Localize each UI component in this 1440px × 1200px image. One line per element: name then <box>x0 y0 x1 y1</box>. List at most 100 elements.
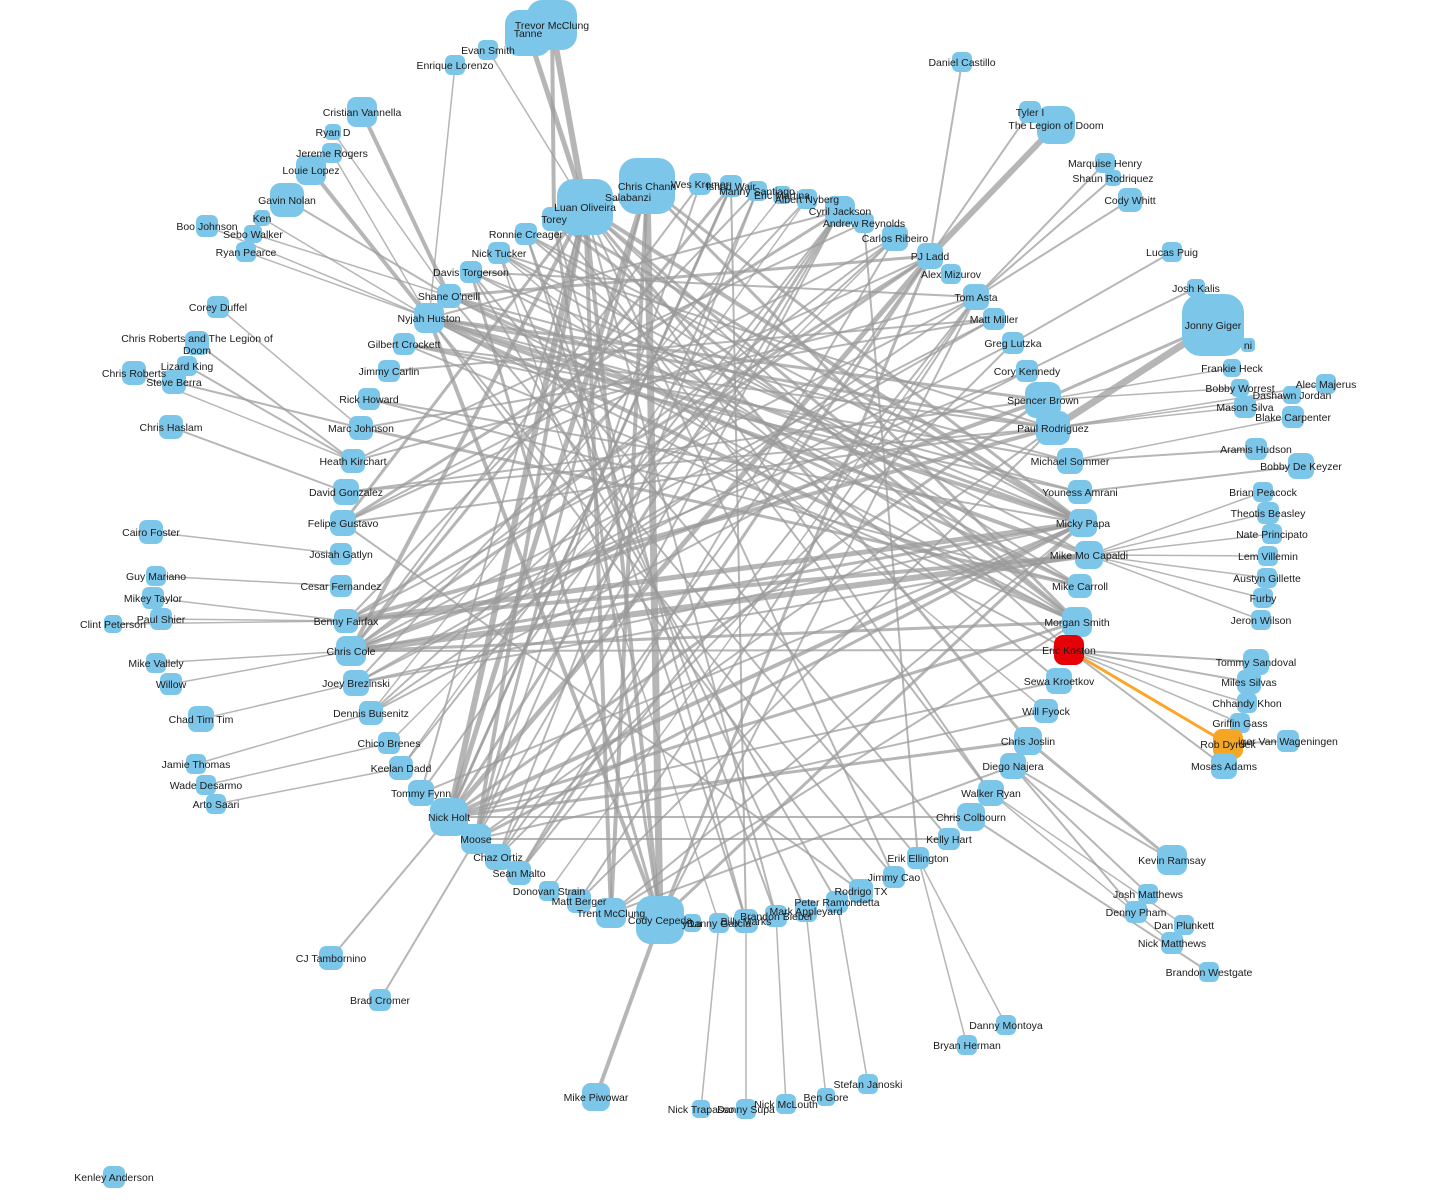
node[interactable] <box>333 479 359 505</box>
node[interactable] <box>104 615 122 633</box>
node[interactable] <box>773 186 791 204</box>
node[interactable] <box>330 543 352 565</box>
node[interactable] <box>1014 727 1042 755</box>
node[interactable] <box>196 775 216 795</box>
node[interactable] <box>1253 482 1273 502</box>
node[interactable] <box>720 175 742 197</box>
node[interactable] <box>103 1166 125 1188</box>
node[interactable] <box>957 803 985 831</box>
node[interactable] <box>186 754 206 774</box>
node[interactable] <box>776 1094 796 1114</box>
node[interactable] <box>139 520 163 544</box>
node[interactable] <box>539 881 559 901</box>
node[interactable] <box>619 158 675 214</box>
node[interactable] <box>689 173 711 195</box>
node[interactable] <box>797 189 817 209</box>
node[interactable] <box>978 780 1004 806</box>
node[interactable] <box>389 756 413 780</box>
node[interactable] <box>1211 753 1237 779</box>
node[interactable] <box>1257 502 1279 524</box>
node[interactable] <box>1161 932 1183 954</box>
node[interactable] <box>1237 693 1257 713</box>
node[interactable] <box>146 653 166 673</box>
node[interactable] <box>196 215 218 237</box>
node[interactable] <box>1241 338 1255 352</box>
node[interactable] <box>1282 406 1304 428</box>
node[interactable] <box>142 587 164 609</box>
node[interactable] <box>1138 884 1158 904</box>
node[interactable] <box>1316 374 1336 394</box>
node[interactable] <box>858 1074 878 1094</box>
node[interactable] <box>296 155 326 185</box>
node[interactable] <box>330 510 356 536</box>
node[interactable] <box>254 210 270 226</box>
node[interactable] <box>505 10 551 56</box>
node[interactable] <box>826 891 848 913</box>
node[interactable] <box>795 900 817 922</box>
node[interactable] <box>1199 962 1219 982</box>
node[interactable] <box>207 296 229 318</box>
node[interactable] <box>1057 448 1083 474</box>
node[interactable] <box>159 415 183 439</box>
node[interactable] <box>1019 101 1041 123</box>
node[interactable] <box>1187 279 1205 297</box>
node[interactable] <box>1245 438 1267 460</box>
node[interactable] <box>542 207 566 231</box>
node[interactable] <box>854 213 874 233</box>
node[interactable] <box>185 331 209 355</box>
node[interactable] <box>206 794 226 814</box>
node[interactable] <box>582 1083 610 1111</box>
node[interactable] <box>393 333 415 355</box>
node[interactable] <box>1262 524 1282 544</box>
node[interactable] <box>709 913 729 933</box>
node[interactable] <box>636 896 684 944</box>
node[interactable] <box>369 989 391 1011</box>
node[interactable] <box>1243 649 1269 675</box>
node[interactable] <box>414 303 444 333</box>
node[interactable] <box>1174 915 1194 935</box>
node[interactable] <box>1046 668 1072 694</box>
node[interactable] <box>177 356 197 376</box>
node[interactable] <box>1231 379 1249 397</box>
node[interactable] <box>236 242 256 262</box>
node[interactable] <box>1037 106 1075 144</box>
node[interactable] <box>817 1088 835 1106</box>
node[interactable] <box>408 780 434 806</box>
node[interactable] <box>1253 588 1273 608</box>
node[interactable] <box>1036 411 1070 445</box>
node[interactable] <box>1157 845 1187 875</box>
node[interactable] <box>325 124 341 140</box>
node[interactable] <box>1251 610 1271 630</box>
node[interactable] <box>1062 607 1092 637</box>
node[interactable] <box>1002 332 1024 354</box>
node[interactable] <box>941 264 961 284</box>
node[interactable] <box>963 284 989 310</box>
node[interactable] <box>1068 574 1092 598</box>
node[interactable] <box>882 225 908 251</box>
node[interactable] <box>437 284 461 308</box>
node[interactable] <box>122 361 146 385</box>
node[interactable] <box>996 1015 1016 1035</box>
node[interactable] <box>692 1100 710 1118</box>
node[interactable] <box>736 1099 756 1119</box>
node[interactable] <box>1025 382 1061 418</box>
node[interactable] <box>343 670 369 696</box>
node[interactable] <box>1054 635 1084 665</box>
node[interactable] <box>507 861 531 885</box>
node[interactable] <box>270 183 304 217</box>
node[interactable] <box>1016 360 1038 382</box>
node[interactable] <box>938 828 960 850</box>
node[interactable] <box>336 636 366 666</box>
node[interactable] <box>349 416 373 440</box>
node[interactable] <box>883 866 905 888</box>
node[interactable] <box>849 879 873 903</box>
node[interactable] <box>461 824 491 854</box>
node[interactable] <box>596 898 626 928</box>
node[interactable] <box>430 798 468 836</box>
node[interactable] <box>983 308 1005 330</box>
node[interactable] <box>330 575 352 597</box>
node[interactable] <box>1234 396 1256 418</box>
node[interactable] <box>1105 170 1121 186</box>
node[interactable] <box>907 847 929 869</box>
node[interactable] <box>1034 699 1058 723</box>
